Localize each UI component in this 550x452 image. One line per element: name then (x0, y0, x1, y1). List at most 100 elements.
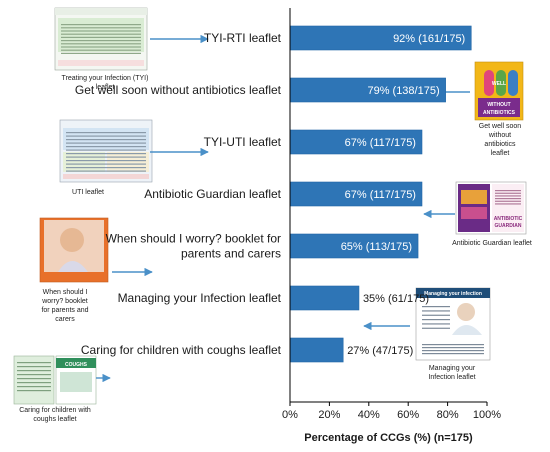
x-tick-label: 80% (437, 409, 459, 421)
doc-line (422, 327, 450, 329)
coughs-banner (56, 358, 96, 368)
caption-line: worry? booklet (41, 298, 88, 305)
x-tick-label: 40% (358, 409, 380, 421)
managing-caption: Managing your Infection leaflet (428, 365, 475, 381)
bar-4 (289, 233, 419, 259)
doc-line (495, 200, 521, 202)
tyi-uti-logos (63, 174, 149, 179)
doc-line (61, 49, 141, 51)
doc-line (495, 190, 521, 192)
data-label-6: 27% (47/175) (347, 345, 413, 357)
get-well-badge: WITHOUT (487, 102, 510, 108)
doc-line (61, 46, 141, 48)
category-label-5: Managing your Infection leaflet (118, 291, 282, 305)
caption-line: Infection leaflet (428, 374, 475, 381)
child-face-icon (60, 228, 84, 252)
doc-line (61, 27, 141, 29)
data-label-1: 79% (138/175) (367, 85, 439, 97)
caption-line: for parents and (41, 307, 88, 314)
guardian-badge: ANTIBIOTIC (494, 216, 523, 222)
doc-line (17, 362, 51, 364)
coughs-thumbnail-back (13, 355, 55, 405)
category-label-1: Get well soon without antibiotics leafle… (75, 83, 282, 97)
managing-header (416, 288, 490, 298)
x-tick-label: 20% (318, 409, 340, 421)
child-body-icon (58, 261, 88, 272)
doc-line (17, 378, 51, 380)
guardian-caption: Antibiotic Guardian leaflet (452, 240, 532, 247)
caption-line: Get well soon (479, 123, 522, 130)
caption-line: antibiotics (484, 141, 516, 148)
doc-line (66, 153, 146, 155)
doctor-body-icon (452, 325, 482, 335)
doc-line (422, 306, 450, 308)
doc-line (61, 24, 141, 26)
caption-line: leaflet (96, 84, 115, 91)
doc-line (17, 370, 51, 372)
doc-line (66, 139, 146, 141)
get-well-caption: Get well soon without antibiotics leaflet (479, 123, 522, 157)
caption-line: Caring for children with (19, 407, 91, 414)
guardian-panel (492, 184, 524, 232)
coughs-photo (60, 372, 92, 392)
doc-line (66, 163, 146, 165)
caption-line: carers (55, 316, 75, 323)
tyi-rti-logos (58, 60, 144, 66)
coughs-caption: Caring for children with coughs leaflet (19, 407, 91, 423)
tyi-rti-caption: Treating your Infection (TYI) leaflet (62, 75, 149, 91)
doc-line (66, 135, 146, 137)
doc-line (495, 198, 521, 200)
doc-line (66, 156, 146, 158)
doc-line (422, 310, 450, 312)
doc-line (422, 353, 484, 355)
get-well-badge: WELL (492, 81, 506, 87)
get-well-badge: ANTIBIOTICS (483, 110, 516, 116)
category-label-line: Get well soon without antibiotics leafle… (75, 83, 282, 97)
doc-line (17, 374, 51, 376)
category-label-4: When should I worry? booklet for parents … (106, 232, 281, 261)
doc-line (66, 132, 146, 134)
managing-title: Managing your infection (424, 291, 482, 297)
doc-line (61, 43, 141, 45)
doc-line (495, 195, 521, 197)
category-label-2: TYI-UTI leaflet (204, 135, 282, 149)
doctor-face-icon (457, 303, 475, 321)
coughs-title: COUGHS (65, 362, 88, 368)
doc-line (66, 170, 146, 172)
category-label-line: Antibiotic Guardian leaflet (144, 187, 281, 201)
bar-3 (289, 181, 423, 207)
doc-line (422, 319, 450, 321)
doc-line (61, 36, 141, 38)
bar-1 (289, 77, 446, 103)
x-tick-label: 60% (397, 409, 419, 421)
doc-line (495, 203, 521, 205)
category-label-0: TYI-RTI leaflet (204, 31, 282, 45)
category-label-line: When should I worry? booklet for (106, 232, 281, 246)
doc-line (66, 149, 146, 151)
category-label-line: TYI-RTI leaflet (204, 31, 282, 45)
data-label-5: 35% (61/175) (363, 293, 429, 305)
capsule-blue (508, 70, 518, 96)
doc-line (495, 192, 521, 194)
doc-line (422, 347, 484, 349)
data-label-3: 67% (117/175) (345, 189, 416, 201)
category-label-line: Managing your Infection leaflet (118, 291, 282, 305)
x-axis-title: Percentage of CCGs (%) (n=175) (304, 432, 473, 444)
bars: 92% (161/175) 79% (138/175) 67% (117/175) 6… (289, 25, 472, 363)
when-worry-caption: When should I worry? booklet for parents a… (41, 289, 88, 323)
caption-line: When should I (43, 289, 88, 296)
x-axis: 0% 20% 40% 60% 80% 100%Percentage of CCGs (%)… (282, 8, 501, 444)
doc-line (66, 146, 146, 148)
doc-line (61, 40, 141, 42)
category-label-line: parents and carers (181, 247, 281, 261)
guardian-graphic (461, 207, 487, 219)
guardian-badge: GUARDIAN (495, 223, 522, 229)
category-label-3: Antibiotic Guardian leaflet (144, 187, 281, 201)
doc-line (422, 344, 484, 346)
doc-line (61, 33, 141, 35)
arrows (96, 34, 470, 383)
caption-line: Antibiotic Guardian leaflet (452, 240, 532, 247)
doc-line (422, 314, 450, 316)
doc-line (17, 386, 51, 388)
